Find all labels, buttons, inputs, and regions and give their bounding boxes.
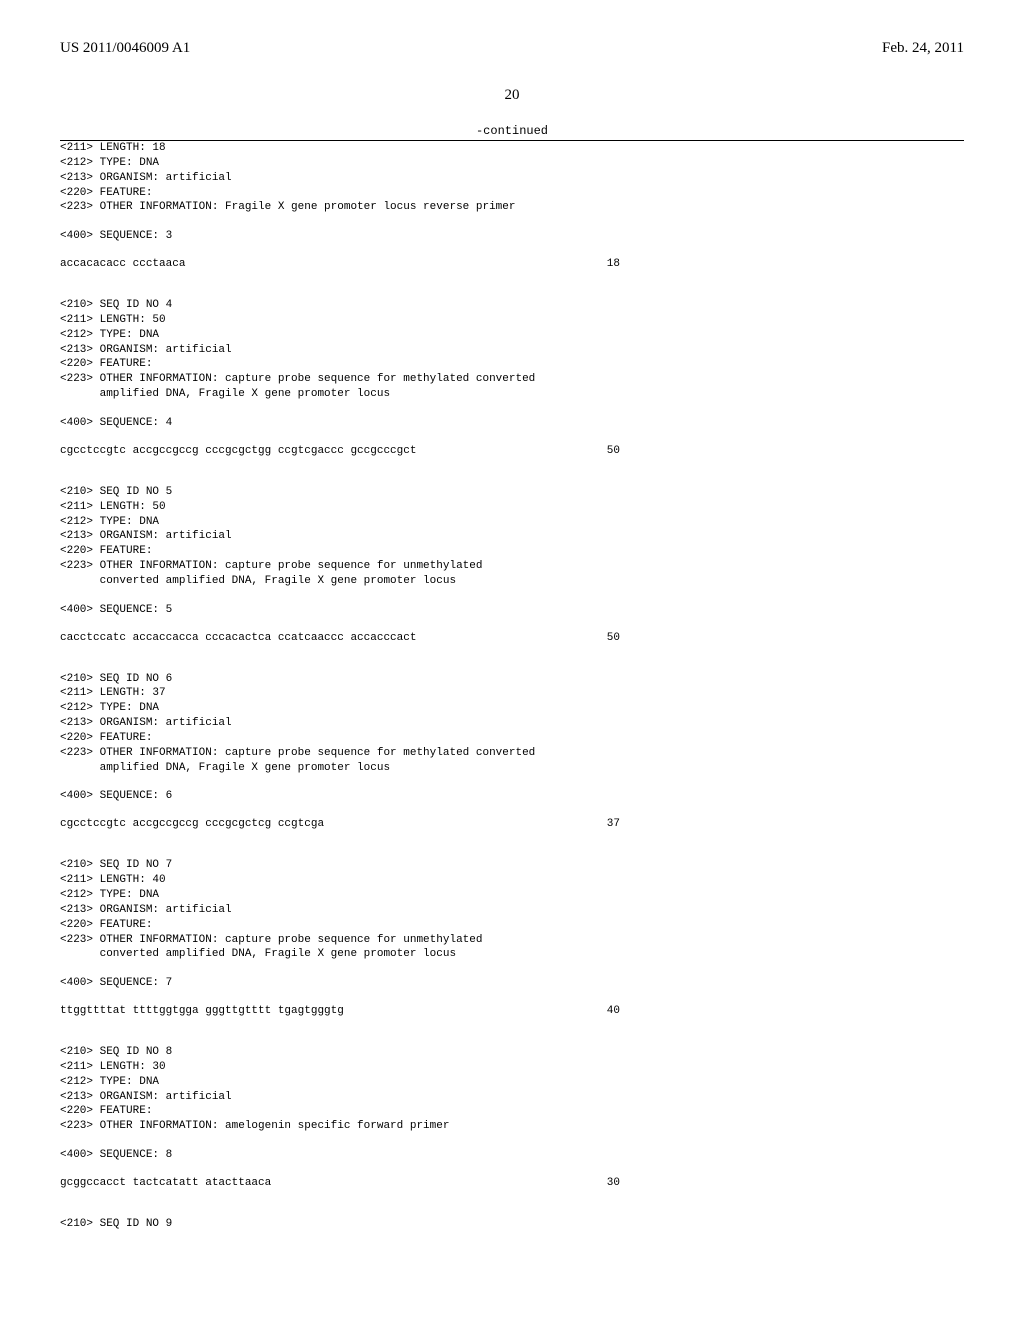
- continued-label: -continued: [60, 124, 964, 138]
- sequence-headers: <210> SEQ ID NO 4 <211> LENGTH: 50 <212>…: [60, 298, 964, 402]
- sequence-label: <400> SEQUENCE: 4: [60, 416, 964, 431]
- publication-date: Feb. 24, 2011: [882, 40, 964, 57]
- sequence-row: accacacacc ccctaaca 18: [60, 258, 620, 270]
- sequence-row: cgcctccgtc accgccgccg cccgcgctcg ccgtcga…: [60, 818, 620, 830]
- sequence-row: cacctccatc accaccacca cccacactca ccatcaa…: [60, 632, 620, 644]
- trailing-seq-id: <210> SEQ ID NO 9: [60, 1217, 964, 1232]
- sequence-text: accacacacc ccctaaca: [60, 258, 185, 270]
- sequence-headers: <211> LENGTH: 18 <212> TYPE: DNA <213> O…: [60, 141, 964, 215]
- sequence-headers: <210> SEQ ID NO 7 <211> LENGTH: 40 <212>…: [60, 858, 964, 962]
- sequence-headers: <210> SEQ ID NO 8 <211> LENGTH: 30 <212>…: [60, 1045, 964, 1134]
- sequence-text: ttggttttat ttttggtgga gggttgtttt tgagtgg…: [60, 1005, 344, 1017]
- page-header: US 2011/0046009 A1 Feb. 24, 2011: [60, 40, 964, 57]
- sequence-length: 18: [607, 258, 620, 270]
- sequence-label: <400> SEQUENCE: 7: [60, 976, 964, 991]
- sequence-length: 50: [607, 445, 620, 457]
- sequence-length: 37: [607, 818, 620, 830]
- page-number: 20: [60, 87, 964, 104]
- sequence-headers: <210> SEQ ID NO 5 <211> LENGTH: 50 <212>…: [60, 485, 964, 589]
- sequence-listing-region: <211> LENGTH: 18 <212> TYPE: DNA <213> O…: [60, 140, 964, 1232]
- sequence-row: cgcctccgtc accgccgccg cccgcgctgg ccgtcga…: [60, 445, 620, 457]
- sequence-length: 40: [607, 1005, 620, 1017]
- sequence-text: cgcctccgtc accgccgccg cccgcgctgg ccgtcga…: [60, 445, 416, 457]
- sequence-text: gcggccacct tactcatatt atacttaaca: [60, 1177, 271, 1189]
- sequence-text: cacctccatc accaccacca cccacactca ccatcaa…: [60, 632, 416, 644]
- sequence-headers: <210> SEQ ID NO 6 <211> LENGTH: 37 <212>…: [60, 672, 964, 776]
- sequence-length: 50: [607, 632, 620, 644]
- sequence-row: gcggccacct tactcatatt atacttaaca 30: [60, 1177, 620, 1189]
- sequence-label: <400> SEQUENCE: 5: [60, 603, 964, 618]
- sequence-label: <400> SEQUENCE: 3: [60, 229, 964, 244]
- publication-number: US 2011/0046009 A1: [60, 40, 190, 57]
- sequence-row: ttggttttat ttttggtgga gggttgtttt tgagtgg…: [60, 1005, 620, 1017]
- sequence-label: <400> SEQUENCE: 8: [60, 1148, 964, 1163]
- sequence-length: 30: [607, 1177, 620, 1189]
- sequence-text: cgcctccgtc accgccgccg cccgcgctcg ccgtcga: [60, 818, 324, 830]
- sequence-label: <400> SEQUENCE: 6: [60, 789, 964, 804]
